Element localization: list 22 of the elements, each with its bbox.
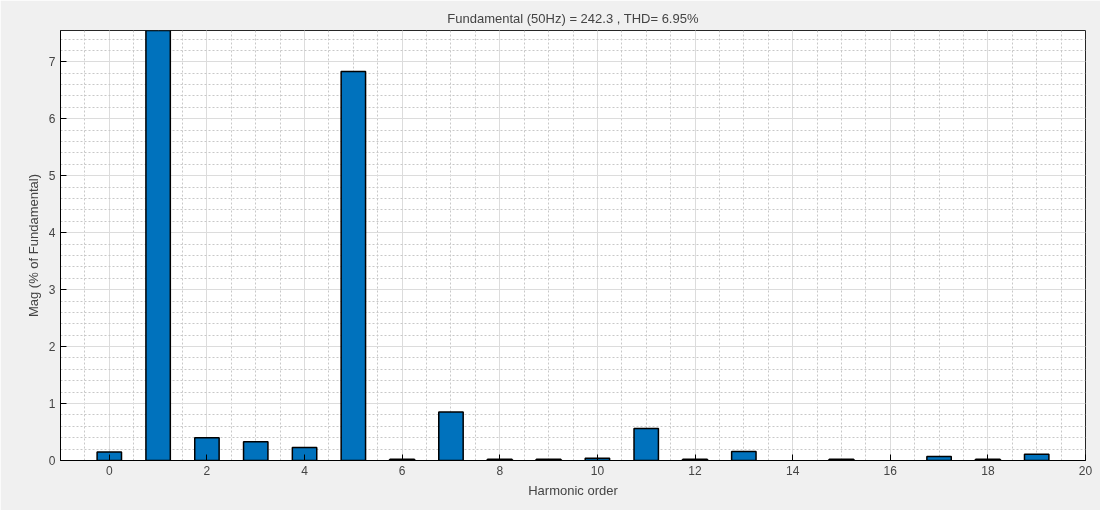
x-tick-label: 8: [496, 463, 504, 478]
chart-title: Fundamental (50Hz) = 242.3 , THD= 6.95%: [447, 10, 699, 26]
x-tick-label: 14: [785, 463, 800, 478]
x-tick-label: 6: [398, 463, 406, 478]
x-tick-label: 18: [981, 463, 995, 478]
x-tick-label: 16: [883, 463, 898, 478]
y-tick-label: 1: [48, 397, 56, 412]
x-axis-title: Harmonic order: [528, 482, 619, 498]
x-tick-label: 2: [203, 463, 211, 478]
y-tick-label: 6: [48, 112, 56, 127]
y-tick-label: 7: [48, 55, 56, 70]
y-tick-label: 4: [48, 226, 56, 241]
x-tick-label: 4: [301, 463, 309, 478]
x-tick-label: 10: [590, 463, 605, 478]
y-tick-label: 0: [48, 454, 56, 468]
y-tick-label: 5: [48, 169, 56, 184]
y-axis-title: Mag (% of Fundamental): [25, 173, 41, 318]
x-tick-label: 0: [105, 463, 113, 478]
x-tick-label: 12: [688, 463, 703, 478]
y-tick-label: 2: [48, 340, 56, 355]
x-tick-label: 20: [1078, 463, 1093, 478]
y-tick-label: 3: [48, 283, 56, 298]
